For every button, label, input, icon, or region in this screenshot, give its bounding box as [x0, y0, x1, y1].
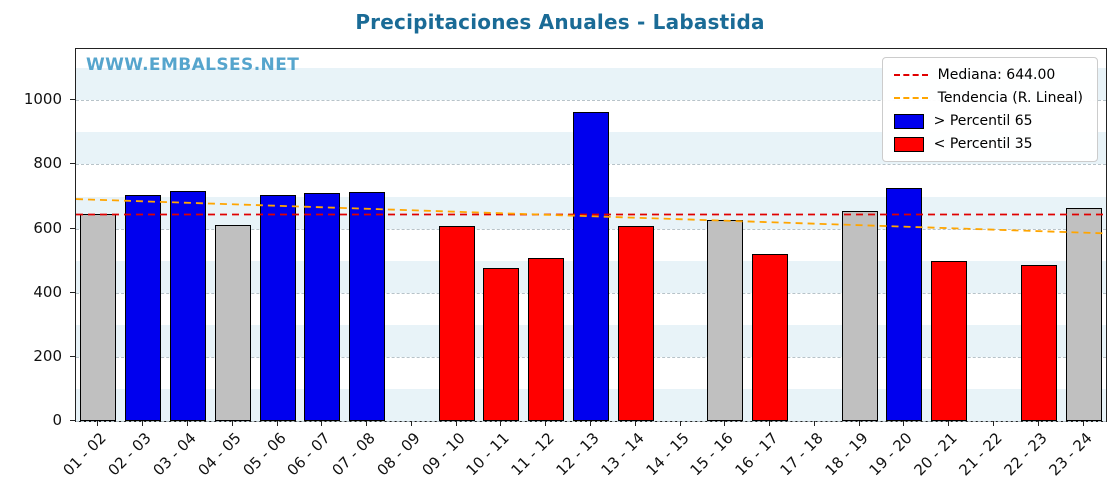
trend-line-sample	[893, 97, 928, 99]
bar-13-14	[617, 226, 654, 421]
bar-20-21	[931, 260, 968, 421]
legend-box: Mediana: 644.00 Tendencia (R. Lineal) > …	[881, 57, 1098, 162]
legend-item-median: Mediana: 644.00	[893, 67, 1083, 83]
bar-03-04	[169, 190, 206, 421]
y-tick-label: 800	[33, 154, 62, 173]
x-tick-label: 14 - 15	[641, 429, 693, 480]
legend-trend-label: Tendencia (R. Lineal)	[937, 90, 1083, 106]
bar-09-10	[438, 226, 475, 421]
bars-layer	[76, 49, 1106, 421]
gridline	[76, 421, 1106, 422]
bar-16-17	[752, 253, 789, 421]
bar-23-24	[1065, 208, 1102, 421]
y-tick-label: 200	[33, 346, 62, 365]
x-tick-label: 20 - 21	[910, 429, 961, 480]
x-tick-label: 13 - 14	[597, 429, 648, 480]
watermark-text: WWW.EMBALSES.NET	[86, 55, 300, 75]
trend-line	[76, 198, 1106, 235]
x-tick-label: 18 - 19	[821, 429, 872, 480]
chart-title: Precipitaciones Anuales - Labastida	[355, 10, 765, 34]
bar-22-23	[1020, 264, 1057, 421]
bar-18-19	[841, 210, 878, 421]
legend-low-label: < Percentil 35	[933, 136, 1033, 152]
x-tick-label: 22 - 23	[1000, 429, 1051, 480]
x-tick-label: 05 - 06	[238, 429, 290, 480]
bar-06-07	[304, 192, 341, 421]
x-tick-label: 19 - 20	[865, 429, 917, 480]
lines-layer	[76, 198, 1106, 235]
bar-01-02	[80, 214, 117, 421]
x-tick-label: 17 - 18	[776, 429, 827, 480]
x-tick-label: 10 - 11	[462, 429, 514, 480]
bar-15-16	[707, 219, 744, 421]
x-tick-label: 09 - 10	[418, 429, 469, 480]
high-percentile-swatch	[893, 113, 924, 129]
x-tick-label: 07 - 08	[328, 429, 379, 480]
bar-12-13	[573, 112, 609, 421]
x-tick-label: 23 - 24	[1045, 429, 1096, 480]
plot-area: WWW.EMBALSES.NET Mediana: 644.00 Tendenc…	[75, 48, 1107, 422]
gridline	[76, 100, 1106, 102]
bar-02-03	[125, 194, 162, 421]
legend-high-label: > Percentil 65	[933, 113, 1033, 129]
median-line-sample	[893, 74, 928, 76]
x-tick-label: 03 - 04	[149, 429, 200, 480]
bar-05-06	[259, 194, 296, 421]
x-tick-label: 16 - 17	[731, 429, 782, 480]
bar-04-05	[214, 224, 251, 421]
x-tick-label: 06 - 07	[283, 429, 335, 480]
bar-07-08	[349, 191, 386, 421]
legend-median-label: Mediana: 644.00	[937, 67, 1056, 83]
legend-item-percentile-high: > Percentil 65	[893, 113, 1083, 129]
x-tick-label: 02 - 03	[104, 429, 155, 480]
y-tick-label: 600	[33, 218, 62, 237]
low-percentile-swatch	[893, 136, 924, 152]
y-tick-label: 400	[33, 282, 62, 301]
x-tick-label: 11 - 12	[507, 429, 558, 480]
x-tick-label: 21 - 22	[955, 429, 1006, 480]
bar-11-12	[528, 258, 565, 421]
x-tick-label: 01 - 02	[59, 429, 111, 480]
x-tick-label: 04 - 05	[194, 429, 245, 480]
x-tick-label: 15 - 16	[686, 429, 738, 480]
x-tick-label: 08 - 09	[373, 429, 424, 480]
bar-10-11	[483, 267, 520, 421]
y-tick-label: 1000	[23, 90, 62, 109]
x-tick-label: 12 - 13	[552, 429, 603, 480]
legend-item-trend: Tendencia (R. Lineal)	[893, 90, 1083, 106]
y-tick-label: 0	[52, 411, 62, 429]
legend-item-percentile-low: < Percentil 35	[893, 136, 1083, 152]
